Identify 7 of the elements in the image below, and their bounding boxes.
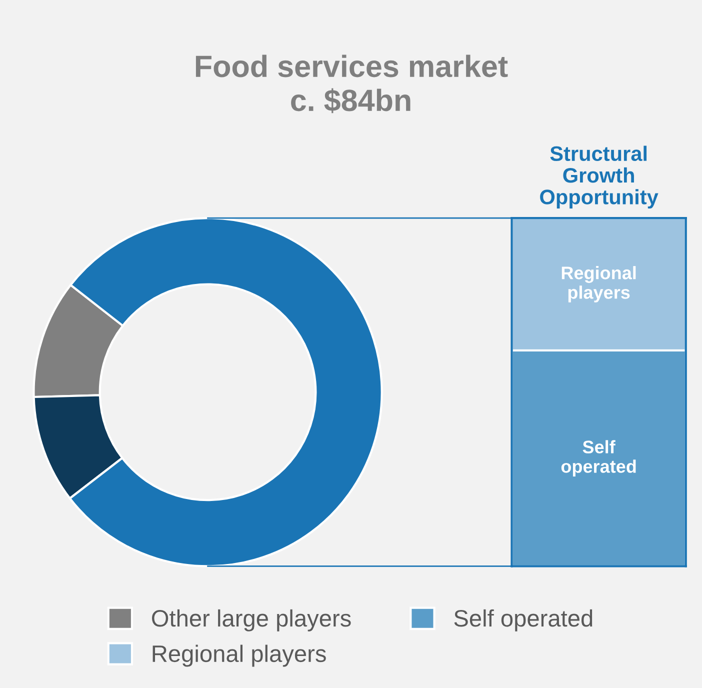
legend-label: Self operated <box>454 609 592 632</box>
chart-title: Food services market c. $84bn <box>196 54 508 114</box>
chart-title: Structural Growth Opportunity <box>540 146 658 209</box>
text: Self operated <box>561 440 636 476</box>
legend-label: Regional players <box>152 644 326 667</box>
legend-label: Other large players <box>152 609 351 632</box>
text: Regional players <box>562 266 636 302</box>
